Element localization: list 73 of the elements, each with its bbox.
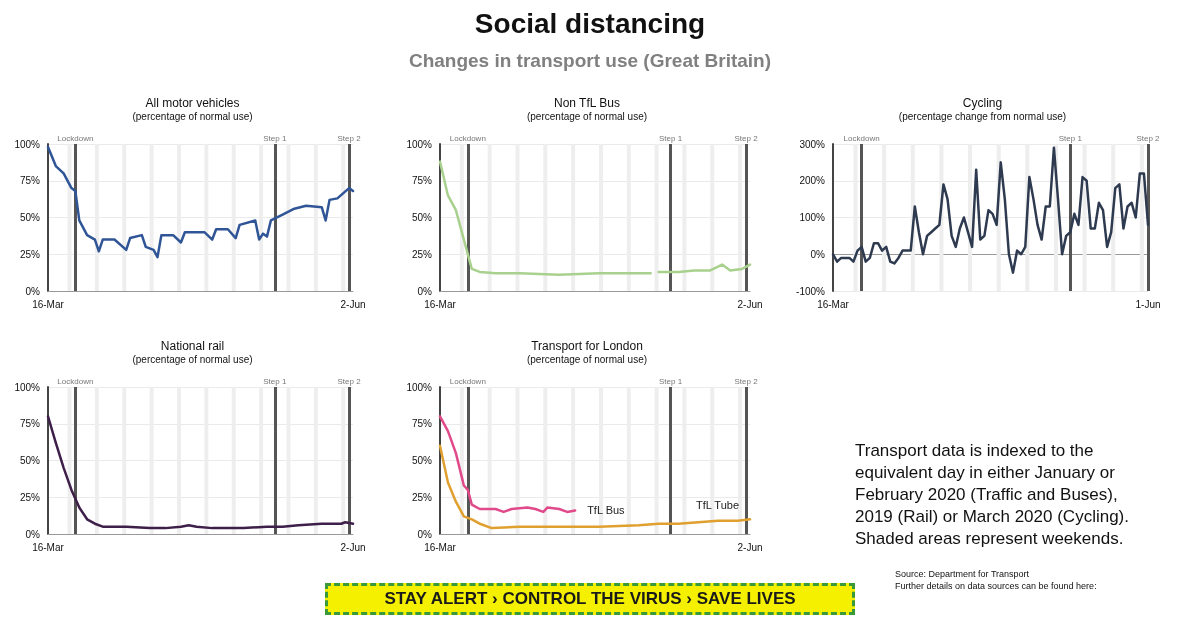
- x-tick-label: 2-Jun: [737, 298, 763, 310]
- ref-line-label: Lockdown: [449, 133, 486, 143]
- x-tick-label: 2-Jun: [340, 541, 366, 553]
- y-tick-label: 0%: [417, 528, 433, 540]
- series-label: TfL Bus: [587, 504, 626, 517]
- y-tick-label: 75%: [411, 175, 433, 187]
- line-series: [438, 415, 577, 514]
- line-series: [438, 444, 752, 530]
- y-tick-label: 100%: [14, 138, 41, 150]
- chart-title: National rail: [160, 339, 225, 353]
- y-tick-label: 50%: [411, 212, 433, 223]
- y-tick-label: 100%: [406, 138, 433, 150]
- source-note: Source: Department for Transport: [895, 568, 1031, 580]
- ref-line-label: Step 2: [734, 133, 759, 143]
- text: STAY ALERT › CONTROL THE VIRUS › SAVE LIVES: [384, 589, 796, 609]
- line-series: [831, 146, 1150, 274]
- line-series: [46, 145, 355, 259]
- ref-line-label: Step 2: [734, 376, 759, 386]
- ref-line-label: Step 1: [1058, 133, 1083, 143]
- ref-line-label: Step 2: [337, 133, 362, 143]
- x-tick-label: 1-Jun: [1135, 298, 1161, 310]
- chart-subtitle: (percentage of normal use): [132, 353, 253, 365]
- ref-line-label: Step 2: [1136, 133, 1161, 143]
- y-tick-label: 25%: [19, 491, 41, 503]
- x-tick-label: 16-Mar: [424, 298, 457, 310]
- text: Changes in transport use (Great Britain): [407, 50, 773, 72]
- chart-title: Transport for London: [531, 339, 643, 353]
- y-tick-label: 50%: [411, 455, 433, 466]
- chart-title: All motor vehicles: [145, 96, 240, 110]
- y-tick-label: 0%: [25, 528, 41, 540]
- ref-line-label: Step 1: [658, 376, 683, 386]
- x-tick-label: 2-Jun: [737, 541, 763, 553]
- y-tick-label: 100%: [799, 212, 826, 223]
- ref-line-label: Lockdown: [57, 133, 94, 143]
- y-tick-label: 0%: [25, 285, 41, 297]
- ref-line-label: Step 1: [658, 133, 683, 143]
- chart-subtitle: (percentage change from normal use): [898, 110, 1067, 122]
- y-tick-label: 50%: [19, 212, 41, 223]
- ref-line-label: Lockdown: [843, 133, 880, 143]
- ref-line-label: Lockdown: [57, 376, 94, 386]
- y-tick-label: 0%: [417, 285, 433, 297]
- chart-subtitle: (percentage of normal use): [132, 110, 253, 122]
- text: Transport data is indexed to the equivalent day in either January or February 2020 (Traffic and Buses), 2019 (Rail) or March 2020 (Cycling). Shaded areas represent weekends.: [855, 440, 1130, 550]
- x-tick-label: 16-Mar: [32, 298, 65, 310]
- chart-subtitle: (percentage of normal use): [526, 110, 648, 122]
- ref-line-label: Step 1: [263, 133, 287, 143]
- y-tick-label: 300%: [799, 138, 826, 150]
- text: Social distancing: [473, 8, 707, 40]
- line-series: [46, 415, 355, 530]
- series-label: TfL Tube: [696, 499, 740, 512]
- y-tick-label: 0%: [810, 248, 826, 260]
- ref-line-label: Step 2: [337, 376, 362, 386]
- y-tick-label: -100%: [796, 285, 826, 297]
- chart-title: Non TfL Bus: [553, 96, 621, 110]
- y-tick-label: 25%: [411, 248, 433, 260]
- x-tick-label: 2-Jun: [340, 298, 366, 310]
- y-tick-label: 75%: [411, 418, 433, 430]
- chart-title: Cycling: [962, 96, 1003, 110]
- y-tick-label: 25%: [411, 491, 433, 503]
- y-tick-label: 100%: [14, 381, 41, 393]
- x-tick-label: 16-Mar: [424, 541, 457, 553]
- ref-line-label: Step 1: [263, 376, 287, 386]
- x-tick-label: 16-Mar: [32, 541, 65, 553]
- chart-subtitle: (percentage of normal use): [526, 353, 648, 365]
- y-tick-label: 50%: [19, 455, 41, 466]
- text: Further details on data sources can be found here:: [895, 580, 1098, 592]
- ref-line-label: Lockdown: [449, 376, 486, 386]
- y-tick-label: 25%: [19, 248, 41, 260]
- y-tick-label: 75%: [19, 175, 41, 187]
- y-tick-label: 100%: [406, 381, 433, 393]
- y-tick-label: 200%: [799, 175, 826, 187]
- y-tick-label: 75%: [19, 418, 41, 430]
- x-tick-label: 16-Mar: [817, 298, 850, 310]
